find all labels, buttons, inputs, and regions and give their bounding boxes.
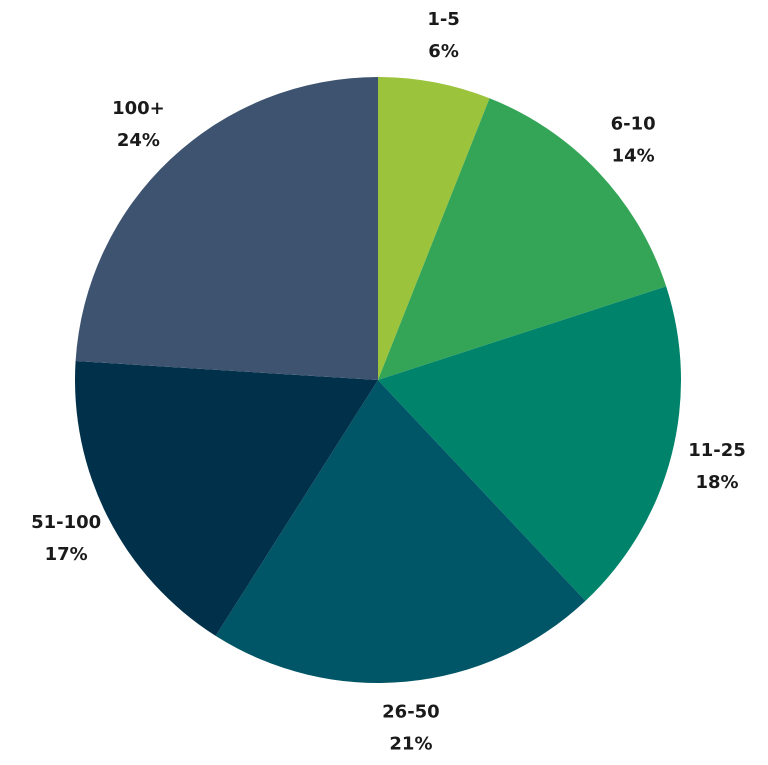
value-label: 24%: [117, 130, 160, 151]
slice-label: 6-10: [611, 113, 656, 134]
value-label: 17%: [45, 544, 88, 565]
slice-label: 100+: [112, 98, 165, 119]
slice-label: 11-25: [688, 440, 746, 461]
value-label: 14%: [612, 145, 655, 166]
pie-slice: [75, 360, 379, 636]
value-label: 6%: [428, 41, 459, 62]
value-label: 21%: [389, 733, 432, 754]
pie-slice: [378, 286, 681, 601]
pie-slice: [378, 98, 667, 381]
slice-label: 1-5: [427, 9, 460, 30]
slice-label: 51-100: [31, 512, 101, 533]
pie-slice: [378, 77, 490, 380]
pie-slice: [215, 380, 586, 683]
pie-slice: [75, 77, 378, 380]
slice-label: 26-50: [382, 701, 440, 722]
value-label: 18%: [695, 472, 738, 493]
